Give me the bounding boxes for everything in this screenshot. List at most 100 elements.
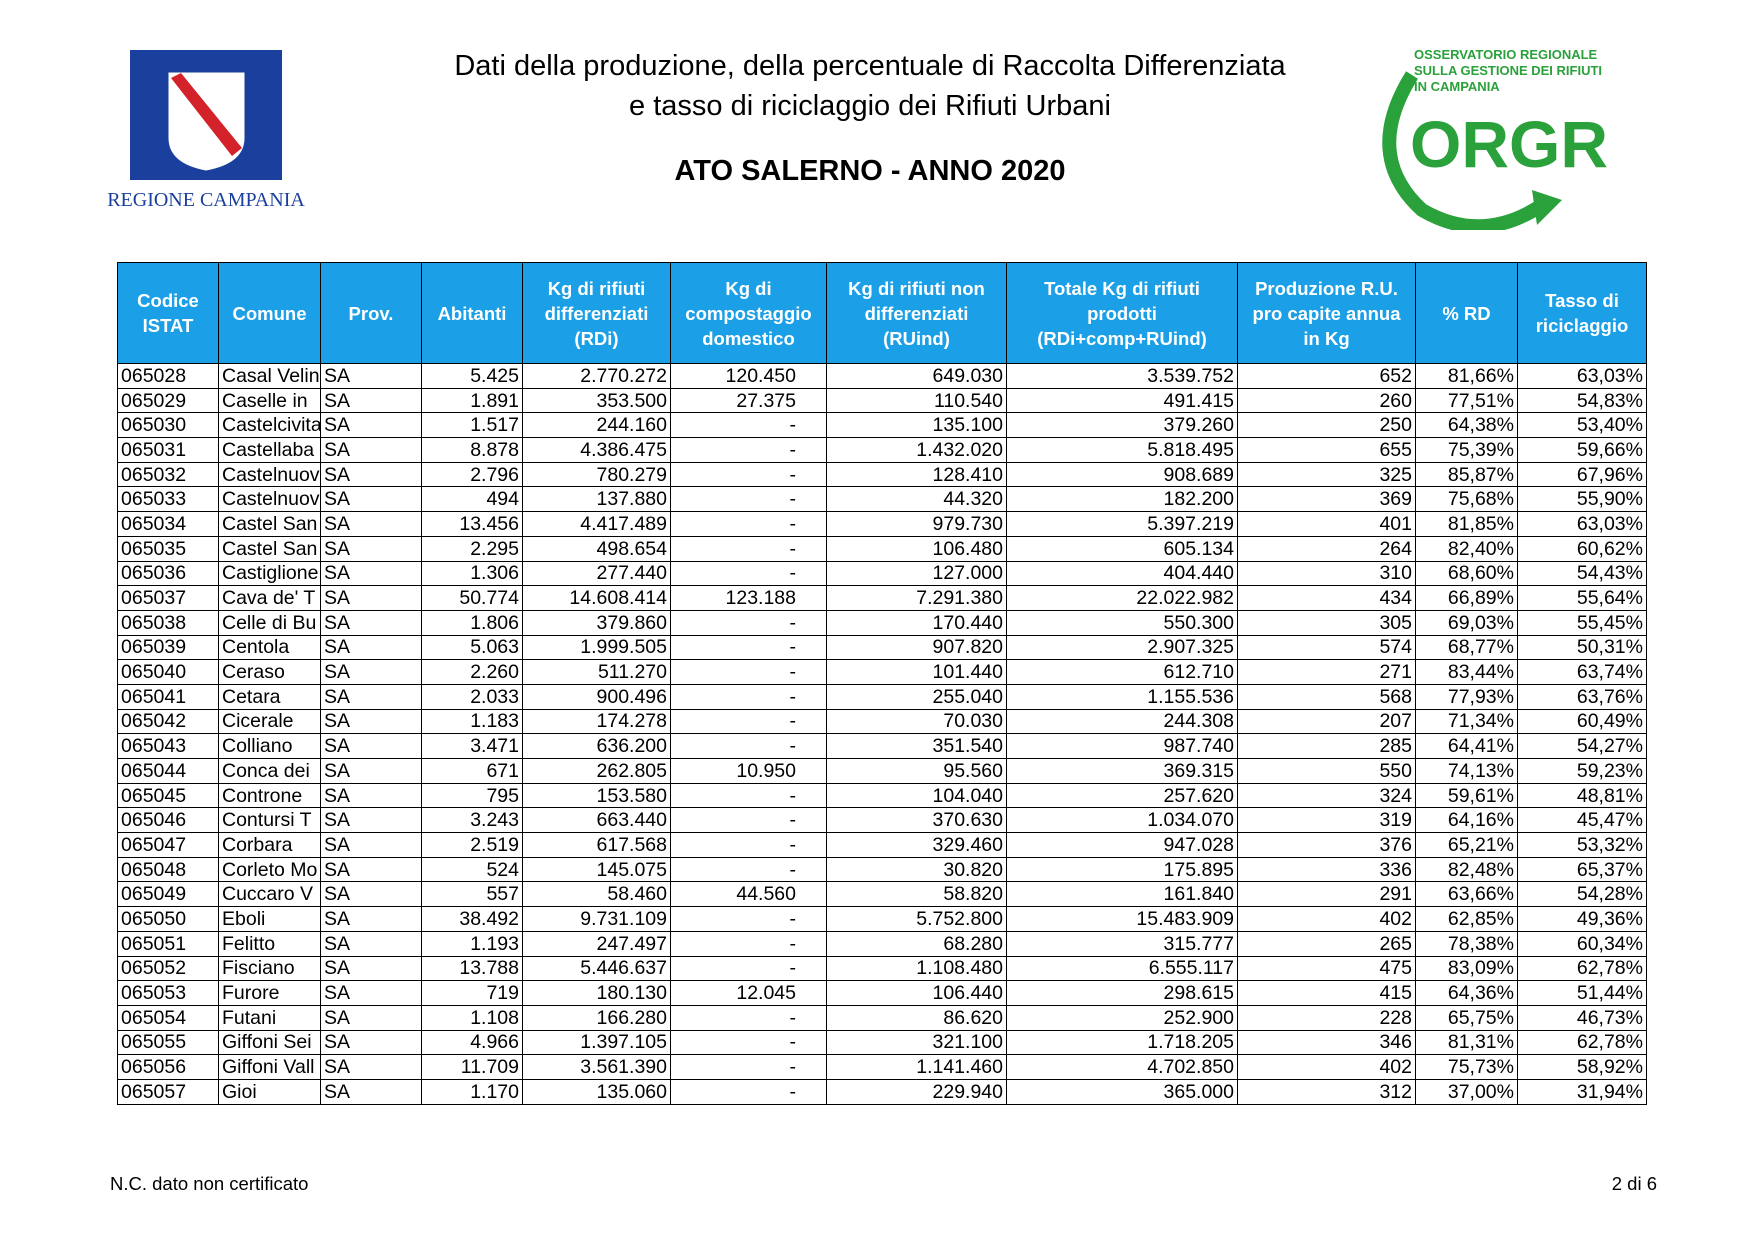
cell: SA <box>320 758 422 784</box>
cell: 54,28% <box>1517 881 1647 908</box>
cell: 53,40% <box>1517 412 1647 439</box>
cell: 325 <box>1237 461 1416 488</box>
cell: - <box>670 856 827 883</box>
logo-text: REGIONE CAMPANIA <box>107 189 305 211</box>
cell: 44.560 <box>670 881 827 908</box>
cell: 7.291.380 <box>826 585 1007 611</box>
cell: 979.730 <box>826 511 1007 537</box>
cell: 065044 <box>117 758 219 784</box>
cell: 415 <box>1237 980 1416 1006</box>
cell: 65,21% <box>1415 832 1518 858</box>
cell: 53,32% <box>1517 832 1647 858</box>
cell: 135.100 <box>826 412 1007 439</box>
table-row: 065039 Centola SA 5.063 1.999.505-907.820 2.9… <box>117 634 1647 661</box>
cell: 065034 <box>117 511 219 537</box>
cell: SA <box>320 461 422 488</box>
cell: 55,90% <box>1517 486 1647 513</box>
table-row: 065044 Conca dei SA 671 262.805 10.950 95.560 3… <box>117 758 1647 784</box>
cell: 065041 <box>117 683 219 710</box>
cell: 2.907.325 <box>1006 634 1238 661</box>
cell: 67,96% <box>1517 461 1647 488</box>
cell: 244.308 <box>1006 708 1238 735</box>
cell: 68,77% <box>1415 634 1518 661</box>
cell: - <box>670 560 827 587</box>
cell: 257.620 <box>1006 782 1238 809</box>
table-row: 065036 Castiglione SA 1.306 277.440-127.000 4… <box>117 560 1647 587</box>
cell: 75,39% <box>1415 437 1518 463</box>
cell: 81,85% <box>1415 511 1518 537</box>
cell: SA <box>320 856 422 883</box>
cell: - <box>670 535 827 562</box>
cell: - <box>670 807 827 834</box>
cell: 498.654 <box>522 535 671 562</box>
cell: 4.386.475 <box>522 437 671 463</box>
cell: 291 <box>1237 881 1416 908</box>
cell: 065052 <box>117 955 219 982</box>
cell: 174.278 <box>522 708 671 735</box>
table-row: 065054 Futani SA 1.108 166.280-86.620 252.900… <box>117 1004 1647 1031</box>
cell: 336 <box>1237 856 1416 883</box>
cell: 369 <box>1237 486 1416 513</box>
cell: 120.450 <box>670 363 827 389</box>
cell: 655 <box>1237 437 1416 463</box>
table-row: 065052 Fisciano SA 13.788 5.446.637-1.108.48… <box>117 955 1647 982</box>
cell: 353.500 <box>522 387 671 414</box>
cell: 13.456 <box>421 511 523 537</box>
cell: 329.460 <box>826 832 1007 858</box>
logo-text: OSSERVATORIO REGIONALE <box>1414 47 1598 62</box>
cell: 75,73% <box>1415 1054 1518 1080</box>
cell: - <box>670 1078 827 1105</box>
cell: 2.295 <box>421 535 523 562</box>
cell: 3.243 <box>421 807 523 834</box>
table-row: 065047 Corbara SA 2.519 617.568-329.460 947.0… <box>117 832 1647 858</box>
cell: 475 <box>1237 955 1416 982</box>
cell: 45,47% <box>1517 807 1647 834</box>
logo-band <box>171 73 242 156</box>
cell: 065049 <box>117 881 219 908</box>
cell: 310 <box>1237 560 1416 587</box>
column-header: Codice ISTAT <box>117 262 219 364</box>
cell: 5.425 <box>421 363 523 389</box>
cell: Cuccaro V <box>218 881 321 908</box>
cell: Futani <box>218 1004 321 1031</box>
cell: 3.561.390 <box>522 1054 671 1080</box>
cell: SA <box>320 708 422 735</box>
cell: 5.063 <box>421 634 523 661</box>
cell: 106.480 <box>826 535 1007 562</box>
cell: 145.075 <box>522 856 671 883</box>
cell: Castelcivita <box>218 412 321 439</box>
page-number: 2 di 6 <box>1611 1173 1657 1194</box>
cell: SA <box>320 486 422 513</box>
cell: 180.130 <box>522 980 671 1006</box>
cell: SA <box>320 1054 422 1080</box>
cell: 065030 <box>117 412 219 439</box>
table-row: 065028 Casal Velin SA 5.425 2.770.272 120.450… <box>117 363 1647 389</box>
cell: 110.540 <box>826 387 1007 414</box>
cell: 550.300 <box>1006 609 1238 636</box>
cell: SA <box>320 930 422 957</box>
table-body: 065028 Casal Velin SA 5.425 2.770.272 120.450… <box>117 363 1647 1105</box>
cell: SA <box>320 782 422 809</box>
cell: 379.260 <box>1006 412 1238 439</box>
cell: 1.517 <box>421 412 523 439</box>
table-row: 065033 Castelnuov SA 494 137.880-44.320 182.2… <box>117 486 1647 513</box>
cell: 5.752.800 <box>826 906 1007 932</box>
cell: 574 <box>1237 634 1416 661</box>
cell: 285 <box>1237 733 1416 759</box>
cell: 75,68% <box>1415 486 1518 513</box>
cell: 065050 <box>117 906 219 932</box>
cell: 77,93% <box>1415 683 1518 710</box>
cell: 81,66% <box>1415 363 1518 389</box>
cell: - <box>670 1029 827 1056</box>
cell: 65,75% <box>1415 1004 1518 1031</box>
cell: 1.193 <box>421 930 523 957</box>
cell: 260 <box>1237 387 1416 414</box>
cell: Eboli <box>218 906 321 932</box>
column-header: Comune <box>218 262 321 364</box>
cell: 55,64% <box>1517 585 1647 611</box>
cell: 58.820 <box>826 881 1007 908</box>
table-row: 065031 Castellaba SA 8.878 4.386.475-1.432.0… <box>117 437 1647 463</box>
cell: 4.702.850 <box>1006 1054 1238 1080</box>
cell: 1.170 <box>421 1078 523 1105</box>
